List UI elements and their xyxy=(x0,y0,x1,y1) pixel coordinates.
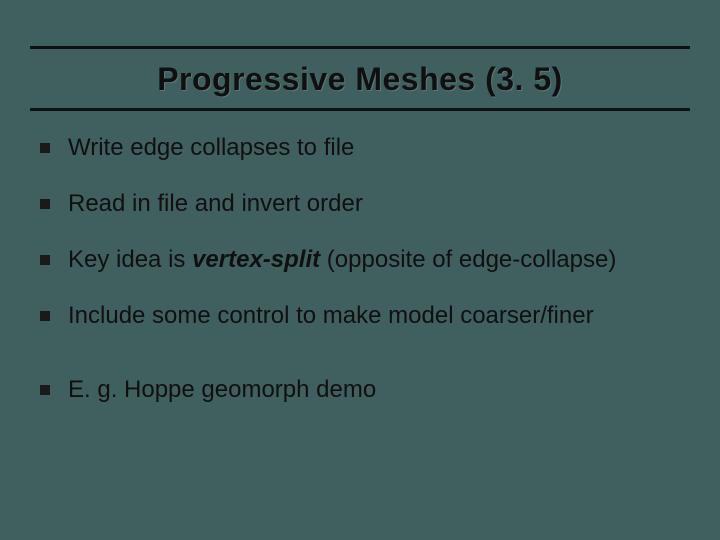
bullet-text: Write edge collapses to file xyxy=(68,133,354,163)
bullet-text: E. g. Hoppe geomorph demo xyxy=(68,375,376,405)
title-wrap: Progressive Meshes (3. 5) xyxy=(0,49,720,108)
list-item: Include some control to make model coars… xyxy=(40,301,680,331)
bullet-square-icon xyxy=(40,311,50,321)
bullet-prefix: Key idea is xyxy=(68,246,192,273)
bullet-text: Key idea is vertex-split (opposite of ed… xyxy=(68,245,616,275)
bullet-text: Include some control to make model coars… xyxy=(68,301,594,331)
bullet-square-icon xyxy=(40,255,50,265)
bullet-square-icon xyxy=(40,143,50,153)
bullet-suffix: (opposite of edge-collapse) xyxy=(320,246,616,273)
list-item: Read in file and invert order xyxy=(40,189,680,219)
list-item: Write edge collapses to file xyxy=(40,133,680,163)
list-item: Key idea is vertex-split (opposite of ed… xyxy=(40,245,680,275)
bullet-square-icon xyxy=(40,199,50,209)
bullet-square-icon xyxy=(40,385,50,395)
slide: Progressive Meshes (3. 5) Write edge col… xyxy=(0,46,720,540)
list-item: E. g. Hoppe geomorph demo xyxy=(40,375,680,405)
bullet-list: Write edge collapses to file Read in fil… xyxy=(0,111,720,405)
bullet-emphasis: vertex-split xyxy=(192,246,320,273)
slide-title: Progressive Meshes (3. 5) xyxy=(0,61,720,98)
bullet-text: Read in file and invert order xyxy=(68,189,363,219)
